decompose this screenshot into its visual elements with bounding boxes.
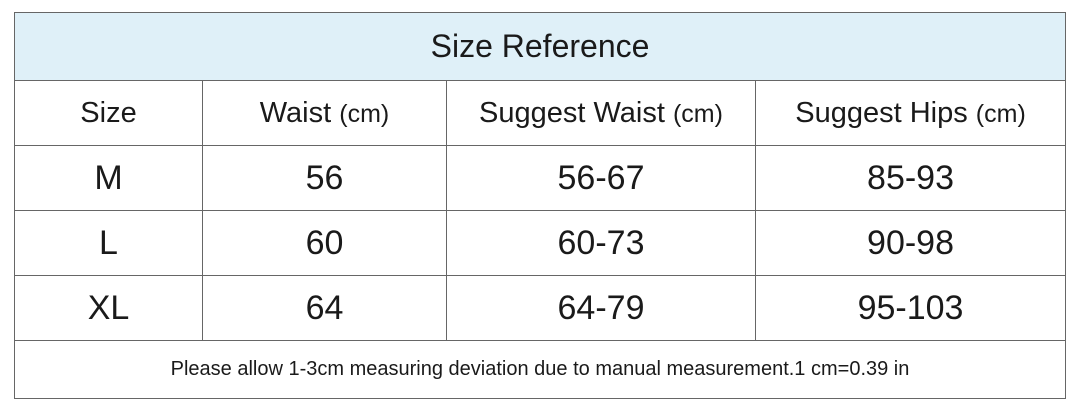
table-title: Size Reference	[13, 12, 1067, 81]
table-body: M 56 56-67 85-93 L 60 60-73 90-98 XL 64 64-79 95-10…	[14, 145, 1067, 341]
header-label: Size	[80, 96, 137, 129]
table-cell: 85-93	[754, 145, 1067, 211]
table-cell: 56-67	[446, 145, 756, 211]
header-label: Suggest Hips	[795, 96, 968, 129]
header-cell: Waist (cm)	[202, 80, 447, 146]
table-cell: 64	[202, 275, 447, 341]
table-cell: 60	[202, 210, 447, 276]
header-cell: Suggest Waist (cm)	[446, 80, 756, 146]
table-row: M 56 56-67 85-93	[14, 145, 1067, 211]
table-cell: 90-98	[754, 210, 1067, 276]
table-cell: L	[14, 210, 203, 276]
header-cell: Size	[14, 80, 203, 146]
table-cell: 95-103	[754, 275, 1067, 341]
header-row: Size Waist (cm) Suggest Waist (cm) Suggest …	[14, 80, 1067, 146]
header-label: Waist	[259, 96, 332, 129]
header-unit: (cm)	[672, 99, 723, 128]
table-cell: 64-79	[446, 275, 756, 341]
table-row: XL 64 64-79 95-103	[14, 275, 1067, 341]
table-cell: 60-73	[446, 210, 756, 276]
table-cell: M	[14, 145, 203, 211]
table-row: L 60 60-73 90-98	[14, 210, 1067, 276]
header-unit: (cm)	[339, 99, 390, 128]
header-label: Suggest Waist	[479, 96, 665, 129]
header-unit: (cm)	[975, 99, 1026, 128]
size-table: Size Reference Size Waist (cm) Suggest Wai…	[13, 12, 1067, 399]
table-cell: XL	[14, 275, 203, 341]
note: Please allow 1-3cm measuring deviation d…	[13, 340, 1067, 399]
header-cell: Suggest Hips (cm)	[754, 80, 1067, 146]
table-cell: 56	[202, 145, 447, 211]
